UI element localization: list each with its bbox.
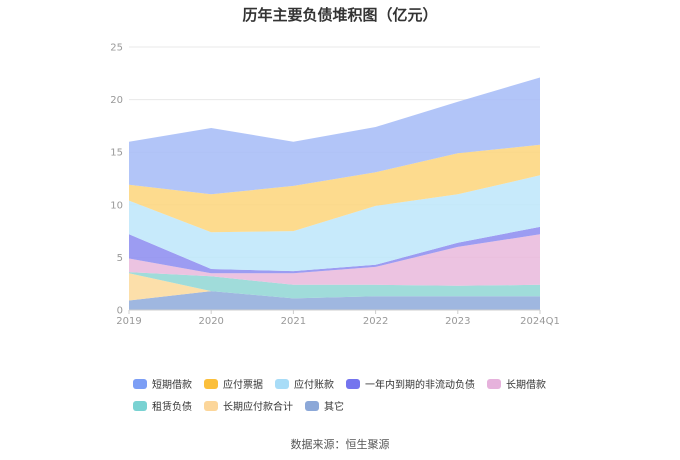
- legend-item[interactable]: 其它: [305, 398, 344, 413]
- legend-label: 租赁负债: [152, 402, 192, 413]
- area-series-5: [129, 175, 540, 272]
- legend-item[interactable]: 应付账款: [275, 376, 334, 391]
- legend-label: 长期借款: [506, 380, 546, 391]
- area-series-0: [129, 291, 540, 310]
- legend-item[interactable]: 长期借款: [487, 376, 546, 391]
- legend-label: 一年内到期的非流动负债: [365, 380, 475, 391]
- y-tick-label: 0: [117, 306, 123, 317]
- x-tick-label: 2019: [116, 316, 141, 327]
- legend-label: 长期应付款合计: [223, 402, 293, 413]
- stacked-area-chart: 0 5 10 15 20 25 2019 2020 2021 2022 2023 2024Q1: [110, 43, 560, 328]
- area-series-2: [129, 272, 540, 299]
- legend-swatch: [487, 378, 501, 389]
- data-source: 数据来源：恒生聚源: [290, 438, 390, 451]
- y-tick-label: 20: [110, 95, 123, 106]
- legend: 短期借款 应付票据 应付账款 一年内到期的非流动负债 长期借款租赁负债 长期应付款合计 其它: [133, 376, 603, 420]
- area-series-3: [129, 234, 540, 286]
- legend-item[interactable]: 短期借款: [133, 376, 192, 391]
- x-tick-label: 2022: [363, 316, 388, 327]
- legend-swatch: [346, 378, 360, 389]
- legend-swatch: [204, 378, 218, 389]
- legend-swatch: [204, 400, 218, 411]
- y-tick-label: 25: [110, 43, 123, 54]
- legend-swatch: [133, 400, 147, 411]
- x-tick-label: 2024Q1: [520, 316, 560, 327]
- x-tick-label: 2020: [198, 316, 223, 327]
- area-series: [129, 77, 540, 310]
- legend-item[interactable]: 租赁负债: [133, 398, 192, 413]
- legend-item[interactable]: 一年内到期的非流动负债: [346, 376, 475, 391]
- legend-swatch: [305, 400, 319, 411]
- x-tick-label: 2021: [281, 316, 306, 327]
- area-series-6: [129, 144, 540, 233]
- y-tick-label: 15: [110, 148, 123, 159]
- y-tick-label: 10: [110, 200, 123, 211]
- axes: 0 5 10 15 20 25 2019 2020 2021 2022 2023 2024Q1: [110, 43, 560, 328]
- legend-swatch: [133, 378, 147, 389]
- legend-item[interactable]: 长期应付款合计: [204, 398, 293, 413]
- legend-label: 其它: [324, 402, 344, 413]
- legend-label: 应付票据: [223, 380, 263, 391]
- x-tick-label: 2023: [445, 316, 470, 327]
- chart-title: 历年主要负债堆积图（亿元）: [242, 6, 438, 24]
- area-series-7: [129, 77, 540, 195]
- legend-label: 短期借款: [152, 380, 192, 391]
- legend-item[interactable]: 应付票据: [204, 376, 263, 391]
- legend-label: 应付账款: [294, 380, 334, 391]
- y-tick-label: 5: [117, 253, 123, 264]
- legend-swatch: [275, 378, 289, 389]
